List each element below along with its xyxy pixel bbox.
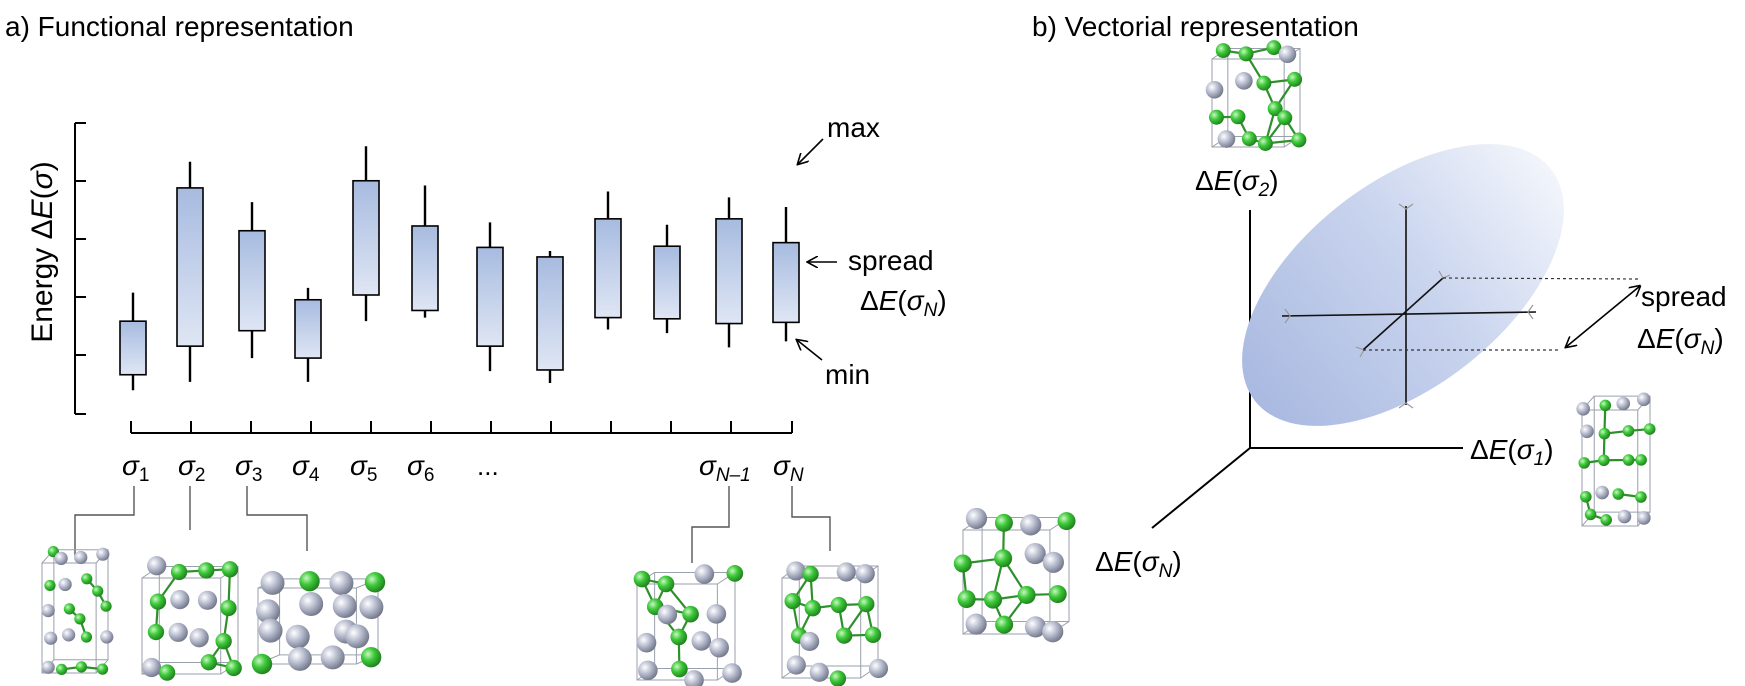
sigma-label-6: σ6	[407, 450, 434, 486]
structure-connectors	[74, 486, 831, 563]
crystal-structure-icon	[141, 556, 242, 681]
sigma-label-2: σ2	[178, 450, 205, 486]
panel-b-spread-label: spread	[1641, 281, 1727, 312]
bar-box	[352, 179, 380, 296]
axis-label-sigma1: ΔE(σ1)	[1470, 434, 1554, 470]
bar-box	[119, 320, 147, 376]
panel-b-spread-expression: ΔE(σN)	[1637, 323, 1724, 359]
sigma-label-8: σN	[773, 450, 804, 486]
crystal-structures	[41, 546, 889, 686]
bar-box	[594, 218, 622, 319]
y-axis-ticks	[75, 122, 86, 415]
bar-box	[653, 245, 681, 320]
bar-5	[352, 146, 380, 322]
crystal-structure-icon	[953, 507, 1076, 643]
bar-box	[294, 298, 322, 359]
bar-11	[715, 197, 743, 348]
ellipsis: ...	[477, 451, 499, 481]
sigma-labels: σ1 σ2 σ3 σ4 σ5 σ6 σN–1 σN	[122, 450, 804, 486]
sigma-label-7: σN–1	[699, 450, 751, 486]
max-arrow	[798, 138, 824, 164]
bar-box	[476, 246, 504, 347]
bar-10	[653, 224, 681, 334]
bar-box	[238, 229, 266, 332]
connector-sigma1	[74, 486, 135, 556]
min-annotation: min	[825, 359, 870, 390]
bar-2	[176, 161, 204, 382]
spread-expression: ΔE(σN)	[860, 285, 947, 321]
bar-box	[536, 256, 564, 371]
max-annotation: max	[827, 112, 880, 143]
x-axis-ticks	[130, 421, 793, 433]
crystal-structure-icon	[251, 570, 386, 675]
min-arrow	[797, 340, 823, 361]
crystal-structure-icon	[781, 561, 889, 686]
candlestick-bars	[119, 146, 800, 391]
connector-sigmaN-1	[691, 486, 730, 563]
panel-a-title: a) Functional representation	[5, 11, 354, 42]
ellipsoid-crosshair	[1281, 206, 1537, 405]
bar-box	[715, 218, 743, 325]
bar-6	[411, 185, 439, 318]
bar-box	[772, 241, 800, 324]
sigma-label-1: σ1	[122, 450, 149, 486]
y-axis-label: Energy ΔE(σ)	[26, 161, 59, 343]
bar-1	[119, 292, 147, 391]
bar-box	[411, 225, 439, 312]
bar-7	[476, 222, 504, 372]
sigma-label-4: σ4	[292, 450, 320, 486]
crystal-structure-icon	[633, 564, 744, 686]
bar-3	[238, 202, 266, 359]
bar-8	[536, 250, 564, 384]
sigma-label-5: σ5	[350, 450, 377, 486]
crystal-structure-icon	[1205, 40, 1307, 151]
connector-sigmaN	[791, 486, 831, 551]
spread-double-arrow	[1566, 286, 1640, 347]
spread-annotation: spread	[848, 245, 934, 276]
spread-guide-lines	[1363, 277, 1639, 351]
bar-4	[294, 287, 322, 382]
crystal-structure-icon	[1576, 392, 1656, 527]
axis-label-sigmaN: ΔE(σN)	[1095, 546, 1182, 582]
panel-b-title: b) Vectorial representation	[1032, 11, 1359, 42]
bar-9	[594, 191, 622, 330]
axis-sigmaN	[1151, 447, 1251, 529]
bar-12	[772, 206, 800, 342]
crystal-structure-icon	[41, 546, 114, 676]
connector-sigma3	[246, 486, 308, 551]
spread-ellipsoid	[1242, 144, 1564, 426]
panel-b-crystal-structures	[953, 40, 1656, 643]
bar-box	[176, 187, 204, 347]
sigma-label-3: σ3	[235, 450, 262, 486]
axis-label-sigma2: ΔE(σ2)	[1195, 165, 1279, 201]
